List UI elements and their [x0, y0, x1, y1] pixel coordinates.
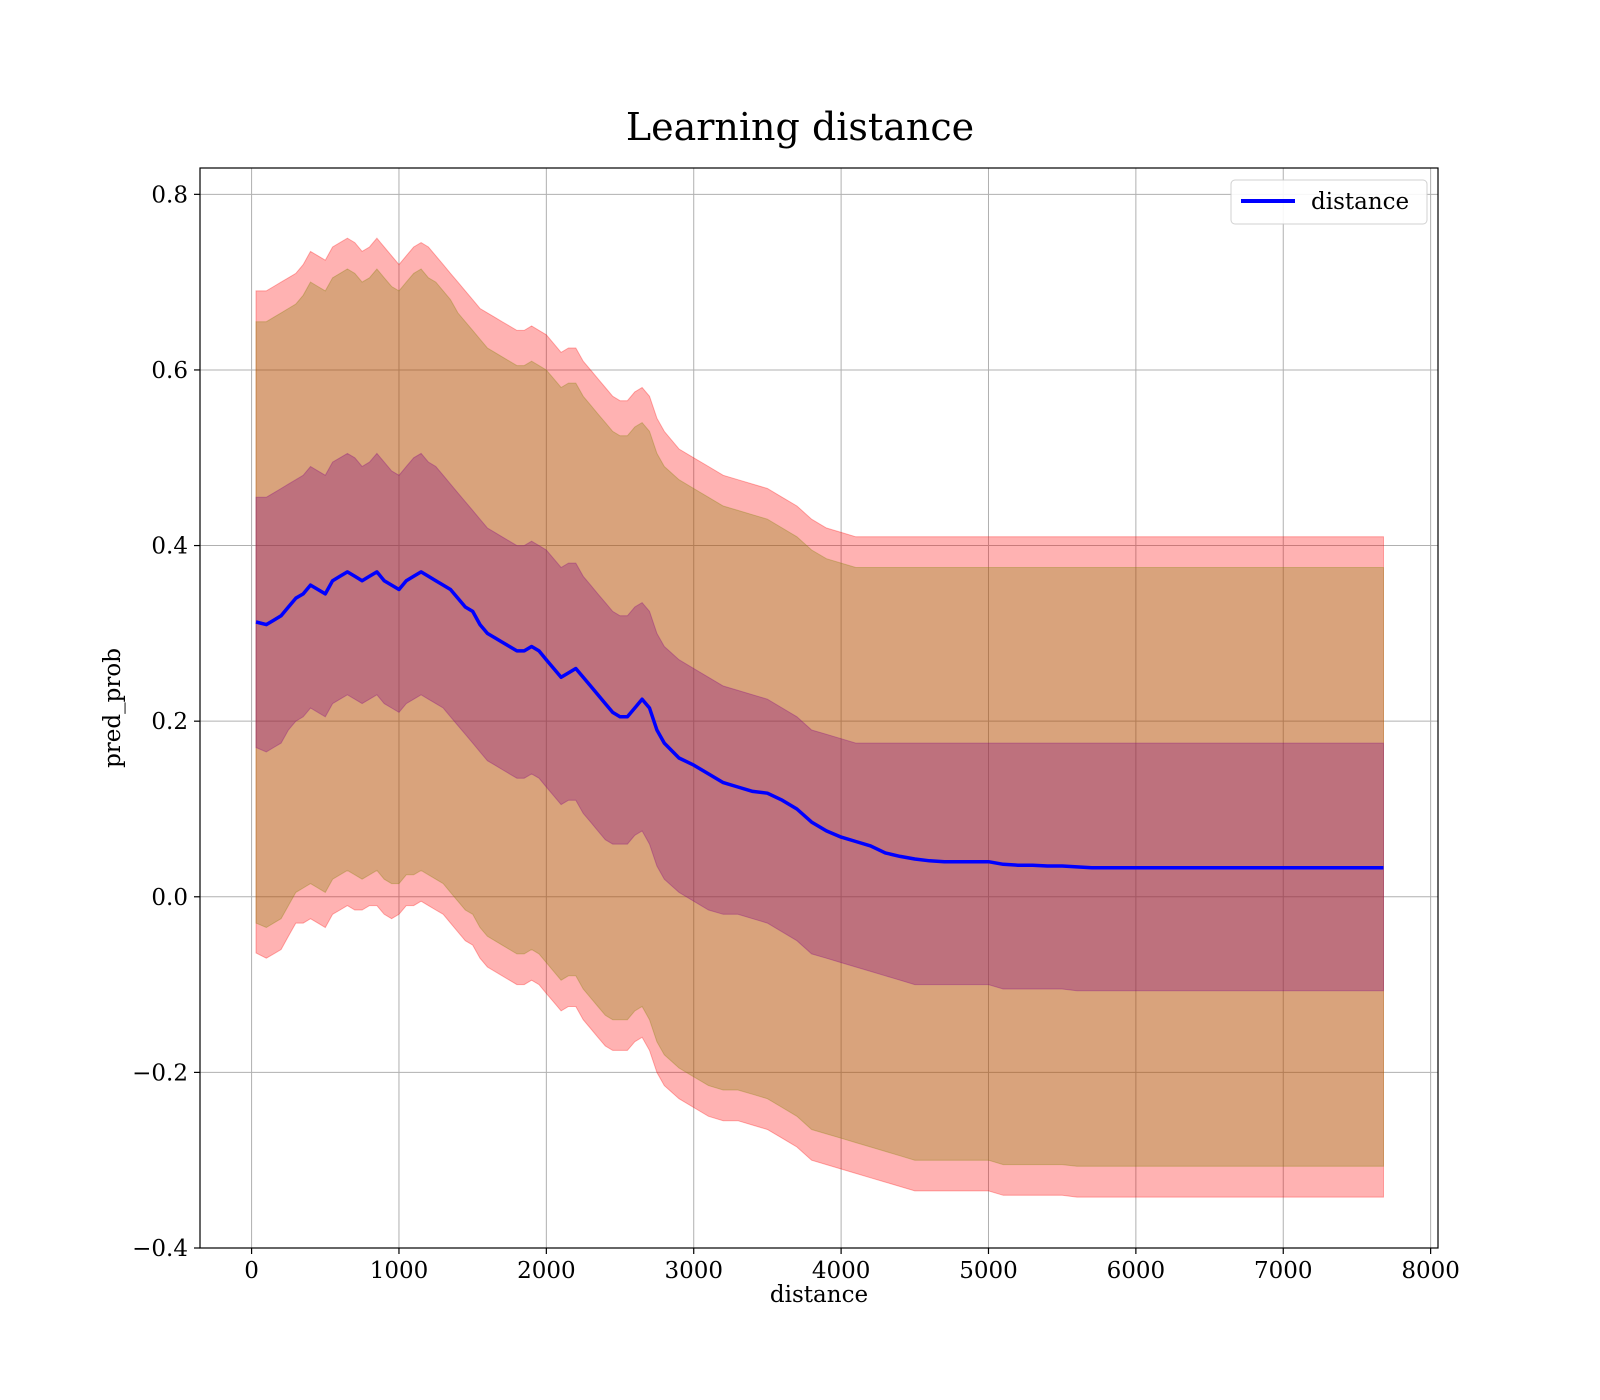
plot-frame	[199, 167, 1439, 1249]
x-tick-label: 5000	[959, 1258, 1018, 1284]
x-axis-label: distance	[770, 1282, 868, 1308]
band-0	[255, 237, 1384, 1198]
x-tick-label: 2000	[517, 1258, 576, 1284]
x-tick-label: 4000	[812, 1258, 871, 1284]
x-tick-label: 7000	[1254, 1258, 1313, 1284]
series-lines	[255, 570, 1384, 870]
x-axis-ticks: 0 1000 2000 3000 4000 5000 6000 7000 8000	[244, 1248, 1460, 1284]
series-line-0	[255, 570, 1384, 870]
y-tick-label: 0.2	[151, 709, 188, 735]
y-tick-label: −0.2	[132, 1060, 188, 1086]
x-tick-label: 1000	[370, 1258, 429, 1284]
y-axis-ticks: −0.4 −0.2 0.0 0.2 0.4 0.6 0.8	[132, 182, 200, 1262]
band-2	[255, 452, 1384, 992]
x-tick-label: 0	[244, 1258, 259, 1284]
x-tick-label: 8000	[1401, 1258, 1460, 1284]
legend-label: distance	[1311, 189, 1409, 215]
confidence-bands	[255, 237, 1384, 1198]
legend-box	[1230, 179, 1428, 225]
legend: distance	[1230, 179, 1428, 225]
band-1	[255, 268, 1384, 1167]
y-tick-label: 0.6	[151, 358, 188, 384]
x-tick-label: 3000	[664, 1258, 723, 1284]
y-tick-label: 0.4	[151, 534, 188, 560]
y-tick-label: 0.8	[151, 182, 188, 208]
x-tick-label: 6000	[1107, 1258, 1166, 1284]
grid	[200, 168, 1438, 1249]
chart-title: Learning distance	[626, 105, 974, 149]
y-tick-label: 0.0	[151, 885, 188, 911]
y-axis-label: pred_prob	[100, 648, 126, 768]
y-tick-label: −0.4	[132, 1236, 188, 1262]
